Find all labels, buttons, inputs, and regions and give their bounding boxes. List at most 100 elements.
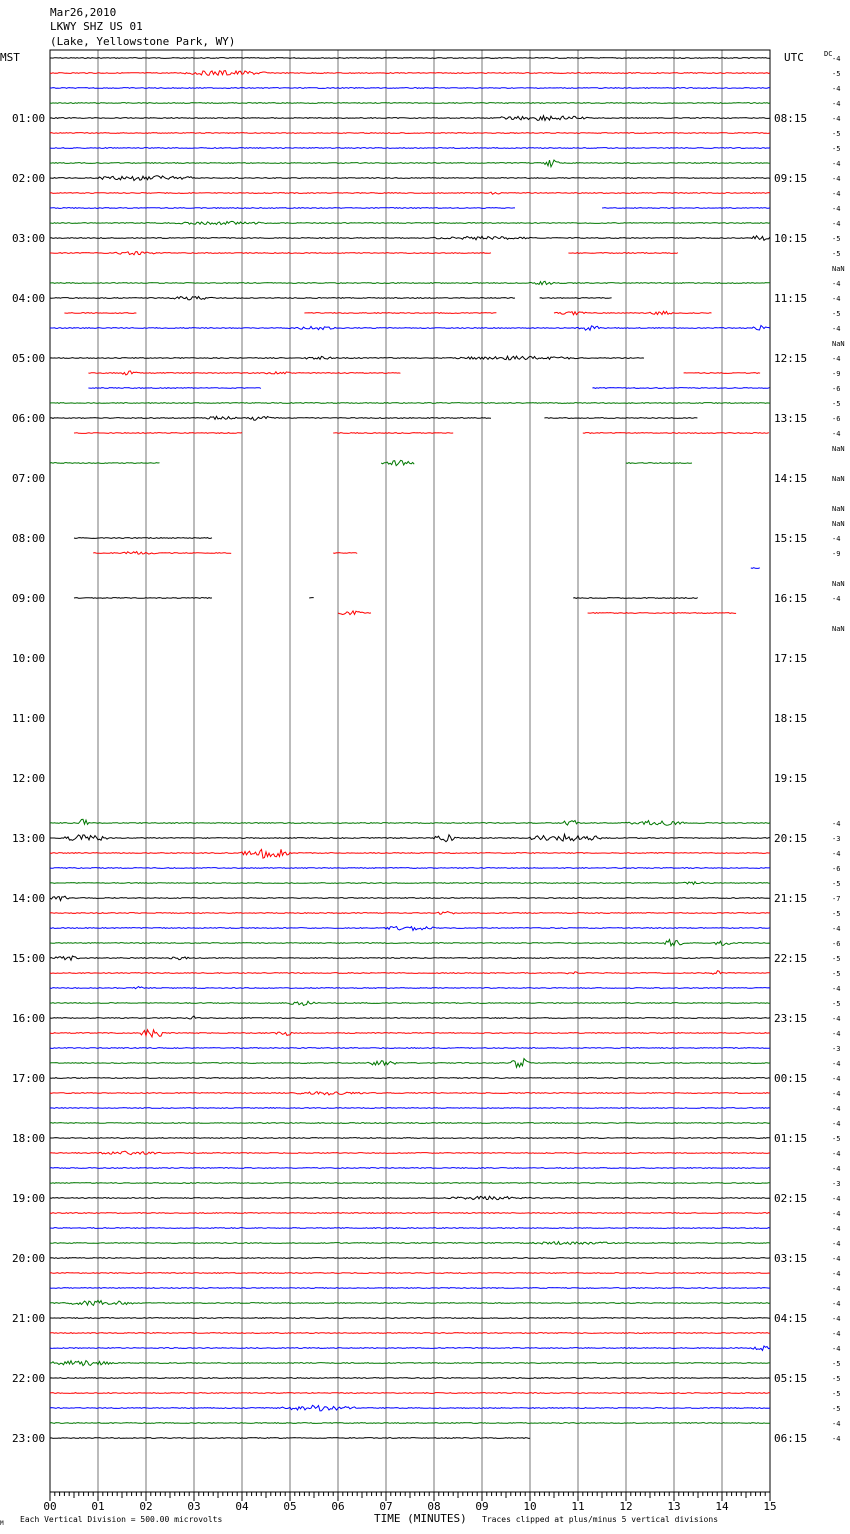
row-scale-labels: -4 -5 -4 -4 -4 -5 -5 -4 -4 -4 -4 -4 -5 -5 NaN -4 -4 -5 -4 N… [832, 55, 845, 1443]
scale-label-row-69: -4 [832, 1090, 840, 1098]
x-tick-label-03: 03 [187, 1500, 200, 1513]
trace-row-21-seg-0 [88, 370, 401, 376]
scale-label-row-22: -6 [832, 385, 840, 393]
location-label: (Lake, Yellowstone Park, WY) [50, 35, 235, 48]
trace-row-36-seg-0 [73, 597, 213, 599]
scale-label-row-78: -4 [832, 1225, 840, 1233]
clip-note: Traces clipped at plus/minus 5 vertical … [482, 1515, 718, 1524]
scale-label-row-91: -4 [832, 1420, 840, 1428]
mst-label-22: 23:00 [12, 1432, 45, 1445]
mst-label-0: 01:00 [12, 112, 45, 125]
trace-row-17-seg-2 [553, 310, 712, 316]
trace-row-33-seg-0 [93, 550, 232, 555]
scale-label-row-68: -4 [832, 1075, 840, 1083]
x-axis-title: TIME (MINUTES) [374, 1512, 467, 1525]
mst-label-11: 12:00 [12, 772, 45, 785]
scale-label-row-80: -4 [832, 1255, 840, 1263]
trace-row-27-seg-1 [380, 459, 415, 467]
mst-label-6: 07:00 [12, 472, 45, 485]
utc-label-3: 11:15 [774, 292, 807, 305]
scale-label-row-14: NaN [832, 265, 845, 273]
trace-row-67-seg-0 [49, 1057, 771, 1069]
trace-row-65-seg-0 [49, 1028, 771, 1039]
utc-label-15: 23:15 [774, 1012, 807, 1025]
x-tick-label-09: 09 [475, 1500, 488, 1513]
scale-label-row-74: -4 [832, 1165, 840, 1173]
scale-label-row-17: -5 [832, 310, 840, 318]
trace-row-17-seg-1 [304, 312, 497, 314]
scale-label-row-57: -5 [832, 910, 840, 918]
trace-row-22-seg-0 [88, 387, 262, 389]
trace-row-75-seg-0 [49, 1182, 770, 1184]
mst-label-20: 21:00 [12, 1312, 45, 1325]
scale-label-row-86: -4 [832, 1345, 840, 1353]
scale-label-row-15: -4 [832, 280, 840, 288]
utc-label-16: 00:15 [774, 1072, 807, 1085]
trace-row-80-seg-0 [49, 1257, 771, 1259]
mst-label-12: 13:00 [12, 832, 45, 845]
trace-row-36-seg-2 [573, 597, 698, 599]
trace-row-79-seg-0 [49, 1240, 771, 1246]
scale-label-row-63: -5 [832, 1000, 840, 1008]
x-tick-label-01: 01 [91, 1500, 104, 1513]
utc-label-9: 17:15 [774, 652, 807, 665]
scale-label-row-33: -9 [832, 550, 840, 558]
trace-row-76-seg-0 [49, 1195, 771, 1201]
trace-row-37-seg-1 [587, 612, 737, 614]
trace-row-89-seg-0 [49, 1392, 771, 1394]
trace-row-25-seg-1 [333, 432, 454, 434]
scale-label-row-58: -4 [832, 925, 840, 933]
utc-label-11: 19:15 [774, 772, 807, 785]
scale-label-row-76: -4 [832, 1195, 840, 1203]
scale-label-row-60: -5 [832, 955, 840, 963]
scale-label-row-82: -4 [832, 1285, 840, 1293]
scale-label-row-64: -4 [832, 1015, 840, 1023]
scale-label-row-7: -4 [832, 160, 840, 168]
utc-label-19: 03:15 [774, 1252, 807, 1265]
x-tick-label-02: 02 [139, 1500, 152, 1513]
mst-label-16: 17:00 [12, 1072, 45, 1085]
trace-row-1-seg-0 [49, 69, 771, 77]
x-tick-label-14: 14 [715, 1500, 729, 1513]
trace-row-18-seg-0 [50, 324, 771, 332]
scale-label-row-55: -5 [832, 880, 840, 888]
trace-row-77-seg-0 [49, 1212, 771, 1214]
scale-label-row-1: -5 [832, 70, 840, 78]
x-axis: 00 01 02 03 04 05 06 07 08 09 10 11 12 13 14 15 [43, 1492, 777, 1513]
scale-label-row-73: -4 [832, 1150, 840, 1158]
trace-row-63-seg-0 [49, 1000, 771, 1007]
scale-label-row-52: -3 [832, 835, 840, 843]
scale-label-row-20: -4 [832, 355, 840, 363]
trace-row-82-seg-0 [49, 1287, 771, 1289]
utc-label-1: 09:15 [774, 172, 807, 185]
trace-row-87-seg-0 [49, 1359, 770, 1367]
scale-label-row-4: -4 [832, 115, 840, 123]
trace-row-69-seg-0 [49, 1090, 771, 1096]
scale-label-row-28: NaN [832, 475, 845, 483]
utc-label-21: 05:15 [774, 1372, 807, 1385]
scale-label-row-6: -5 [832, 145, 840, 153]
trace-row-24-seg-0 [49, 415, 492, 421]
trace-row-51-seg-0 [49, 818, 771, 826]
scale-label-row-16: -4 [832, 295, 840, 303]
trace-row-72-seg-0 [50, 1137, 771, 1139]
trace-row-3-seg-0 [49, 102, 771, 104]
scale-label-row-3: -4 [832, 100, 840, 108]
trace-row-70-seg-0 [49, 1107, 771, 1109]
trace-row-86-seg-0 [49, 1345, 771, 1352]
utc-label-4: 12:15 [774, 352, 807, 365]
trace-row-71-seg-0 [49, 1122, 771, 1124]
scale-label-row-9: -4 [832, 190, 840, 198]
scale-label-row-30: NaN [832, 505, 845, 513]
trace-row-83-seg-0 [49, 1299, 771, 1307]
scale-label-row-65: -4 [832, 1030, 840, 1038]
trace-row-25-seg-2 [582, 432, 769, 434]
scale-label-row-35: NaN [832, 580, 845, 588]
mst-label-3: 04:00 [12, 292, 45, 305]
mst-label-1: 02:00 [12, 172, 45, 185]
scale-label-row-92: -4 [832, 1435, 840, 1443]
trace-row-27-seg-0 [49, 462, 160, 464]
scale-label-row-88: -5 [832, 1375, 840, 1383]
trace-row-57-seg-0 [49, 911, 771, 915]
trace-row-37-seg-0 [337, 609, 372, 616]
